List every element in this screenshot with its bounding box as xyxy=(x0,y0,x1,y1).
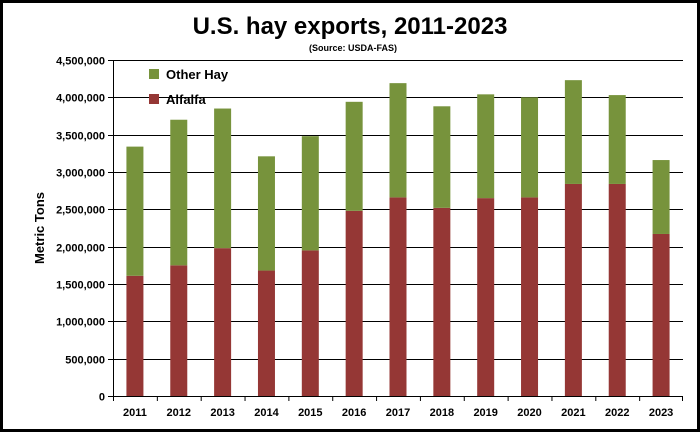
bar-other-hay-2020 xyxy=(521,97,539,198)
chart-subtitle: (Source: USDA-FAS) xyxy=(309,43,397,53)
bar-other-hay-2014 xyxy=(257,156,275,271)
bar-alfalfa-2013 xyxy=(214,248,232,396)
bar-alfalfa-2015 xyxy=(301,250,319,396)
y-tick-label: 4,500,000 xyxy=(56,56,105,68)
bar-alfalfa-2018 xyxy=(433,207,451,396)
bar-alfalfa-2016 xyxy=(345,210,363,396)
x-tick-label: 2015 xyxy=(298,407,322,419)
bar-alfalfa-2012 xyxy=(170,265,188,396)
bar-other-hay-2016 xyxy=(345,101,363,211)
bar-other-hay-2022 xyxy=(608,95,626,184)
bar-alfalfa-2014 xyxy=(257,270,275,396)
x-tick-label: 2012 xyxy=(167,407,191,419)
x-tick-label: 2013 xyxy=(210,407,234,419)
bar-alfalfa-2011 xyxy=(126,275,144,396)
x-tick-label: 2020 xyxy=(517,407,541,419)
bar-other-hay-2015 xyxy=(301,136,319,251)
y-tick-label: 0 xyxy=(99,392,105,404)
bars xyxy=(126,80,670,396)
bar-other-hay-2017 xyxy=(389,83,407,198)
bar-other-hay-2021 xyxy=(564,80,582,184)
bar-alfalfa-2021 xyxy=(564,183,582,396)
tick-labels: 0 500,000 1,000,000 1,500,000 2,000,000 2,500… xyxy=(56,56,673,420)
y-axis-label: Metric Tons xyxy=(32,192,47,264)
bar-other-hay-2023 xyxy=(652,160,670,234)
legend-label-alfalfa: Alfalfa xyxy=(166,92,207,107)
bar-other-hay-2012 xyxy=(170,119,188,266)
chart-title: U.S. hay exports, 2011-2023 xyxy=(193,13,508,40)
bar-alfalfa-2022 xyxy=(608,183,626,396)
x-tick-label: 2019 xyxy=(473,407,497,419)
y-tick-label: 1,000,000 xyxy=(56,317,105,329)
bar-other-hay-2018 xyxy=(433,106,451,208)
x-tick-label: 2018 xyxy=(430,407,454,419)
legend-swatch-alfalfa xyxy=(149,94,159,104)
legend-label-other-hay: Other Hay xyxy=(166,67,229,82)
y-tick-label: 3,000,000 xyxy=(56,168,105,180)
bar-other-hay-2011 xyxy=(126,146,144,276)
bar-other-hay-2013 xyxy=(214,108,232,249)
y-tick-label: 2,000,000 xyxy=(56,243,105,255)
x-tick-label: 2017 xyxy=(386,407,410,419)
x-tick-label: 2023 xyxy=(649,407,673,419)
x-tick-label: 2014 xyxy=(254,407,279,419)
y-tick-label: 500,000 xyxy=(65,355,105,367)
y-tick-label: 4,000,000 xyxy=(56,93,105,105)
y-tick-label: 1,500,000 xyxy=(56,280,105,292)
bar-alfalfa-2019 xyxy=(477,198,495,396)
bar-alfalfa-2020 xyxy=(521,197,539,396)
bar-other-hay-2019 xyxy=(477,94,495,199)
legend-swatch-other-hay xyxy=(149,69,159,79)
legend: Other Hay Alfalfa xyxy=(149,67,229,107)
x-tick-label: 2021 xyxy=(561,407,585,419)
x-tick-label: 2016 xyxy=(342,407,366,419)
x-tick-label: 2011 xyxy=(123,407,147,419)
bar-alfalfa-2023 xyxy=(652,233,670,396)
y-tick-label: 2,500,000 xyxy=(56,205,105,217)
x-tick-label: 2022 xyxy=(605,407,629,419)
y-tick-label: 3,500,000 xyxy=(56,131,105,143)
axes xyxy=(108,60,683,401)
bar-alfalfa-2017 xyxy=(389,197,407,396)
